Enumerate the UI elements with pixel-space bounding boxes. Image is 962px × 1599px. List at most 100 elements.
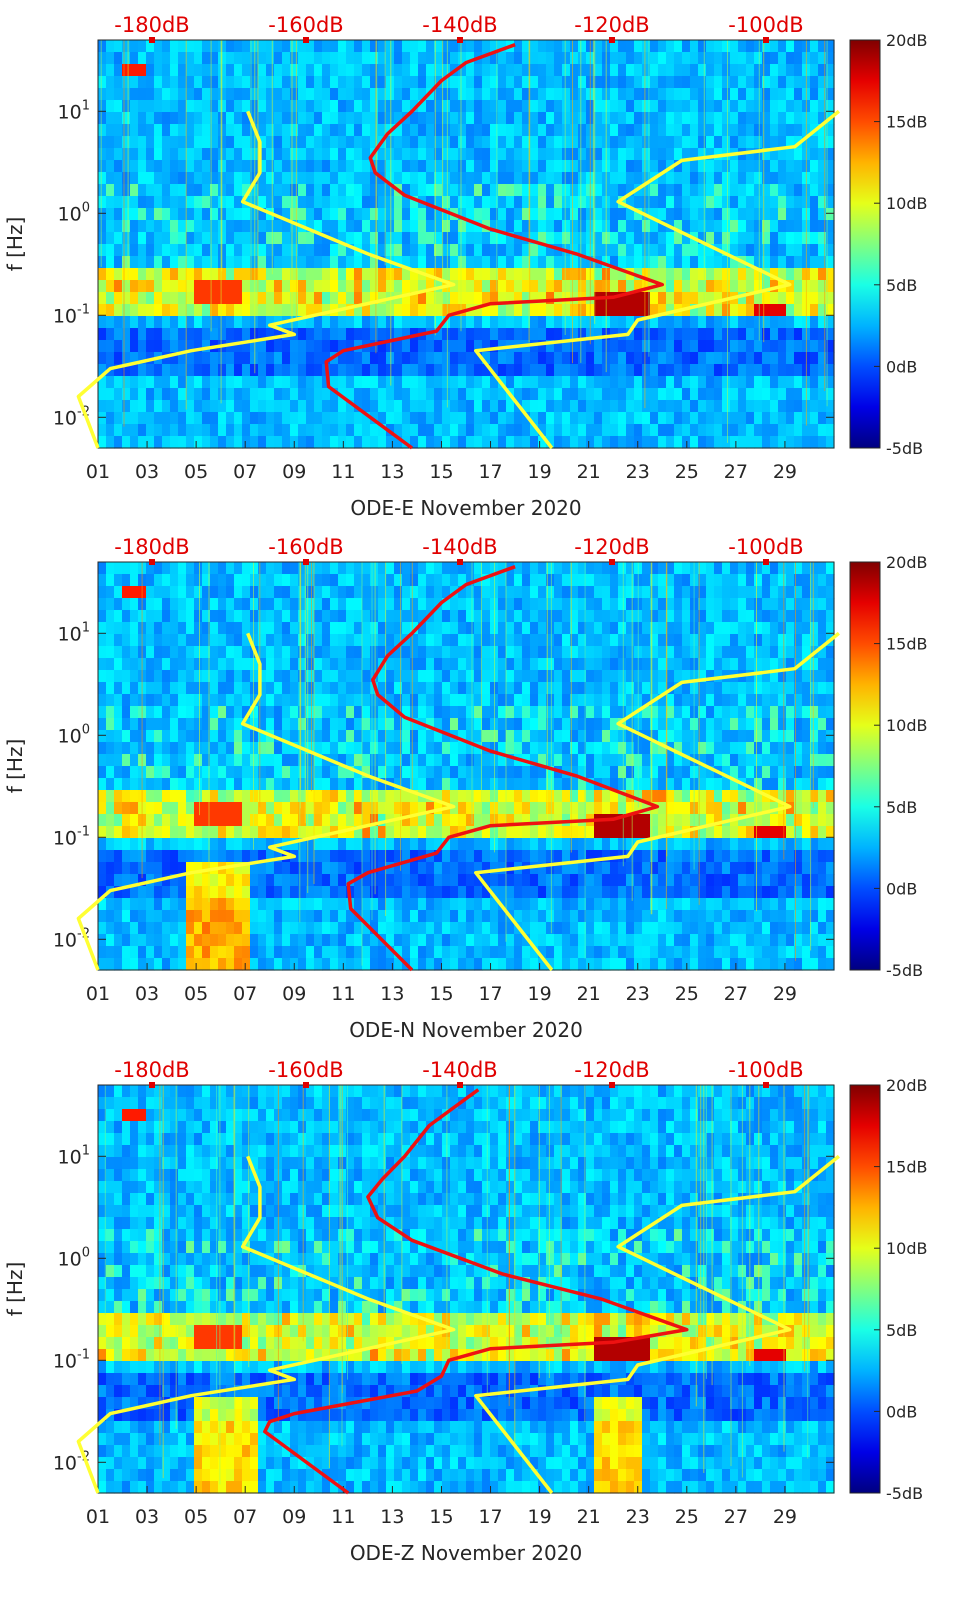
y-axis-label: f [Hz] (3, 217, 27, 272)
x-tick-label: 25 (675, 461, 699, 483)
x-tick-label: 13 (380, 461, 404, 483)
colorbar-tick-label: -5dB (886, 1484, 923, 1503)
colorbar-tick-label: 5dB (886, 798, 917, 817)
x-tick-label: 05 (184, 1506, 208, 1528)
top-axis-tick (303, 559, 309, 565)
x-tick-label: 11 (331, 1506, 355, 1528)
top-axis-label: -160dB (268, 13, 343, 37)
yellow-model-curve-2 (474, 631, 840, 972)
x-tick-label: 27 (724, 1506, 748, 1528)
y-tick-label: 10-1 (53, 1347, 90, 1372)
top-axis-tick (763, 559, 769, 565)
x-tick-label: 01 (86, 1506, 110, 1528)
x-tick-label: 13 (380, 983, 404, 1005)
top-axis-tick (149, 1082, 155, 1088)
x-tick-label: 05 (184, 983, 208, 1005)
y-tick-label: 101 (58, 1143, 90, 1168)
plot-frame (97, 561, 835, 971)
x-tick-label: 25 (675, 983, 699, 1005)
colorbar-tick-label: -5dB (886, 961, 923, 980)
top-axis-label: -160dB (268, 1058, 343, 1082)
x-axis-label: ODE-E November 2020 (350, 496, 581, 520)
colorbar (849, 561, 881, 971)
x-tick-label: 19 (528, 1506, 552, 1528)
top-axis-label: -160dB (268, 535, 343, 559)
colorbar-tick-label: -5dB (886, 439, 923, 458)
x-tick-label: 21 (577, 1506, 601, 1528)
x-tick-label: 01 (86, 461, 110, 483)
colorbar-tick-label: 5dB (886, 276, 917, 295)
y-tick-label: 101 (58, 620, 90, 645)
top-axis-tick (609, 1082, 615, 1088)
spectrogram-texture (98, 1085, 835, 1494)
colorbar-tick-label: 10dB (886, 1239, 928, 1258)
top-axis-label: -140dB (422, 13, 497, 37)
x-tick-label: 17 (478, 983, 502, 1005)
colorbar (849, 1084, 881, 1494)
top-axis-tick (609, 37, 615, 43)
yellow-model-curve-1 (76, 110, 456, 449)
y-tick-label: 101 (58, 98, 90, 123)
colorbar-tick-label: 15dB (886, 113, 928, 132)
x-tick-label: 15 (429, 1506, 453, 1528)
y-axis-label: f [Hz] (3, 1262, 27, 1317)
red-noise-curve (324, 43, 665, 450)
top-axis-tick (303, 1082, 309, 1088)
panel-ode-n: 01 03 05 07 09 11 13 15 17 19 21 23 25 27 2910-210-110… (3, 535, 928, 1042)
top-axis-label: -120dB (574, 1058, 649, 1082)
yellow-model-curve-1 (76, 632, 456, 971)
top-axis-tick (763, 37, 769, 43)
x-tick-label: 05 (184, 461, 208, 483)
colorbar-tick-label: 0dB (886, 1402, 917, 1421)
x-tick-label: 09 (282, 461, 306, 483)
top-axis-tick (149, 37, 155, 43)
colorbar (849, 39, 881, 449)
top-axis-label: -180dB (114, 1058, 189, 1082)
colorbar-tick-label: 10dB (886, 194, 928, 213)
top-axis-tick (457, 559, 463, 565)
x-tick-label: 03 (135, 461, 159, 483)
x-tick-label: 01 (86, 983, 110, 1005)
colorbar-tick-label: 20dB (886, 553, 928, 572)
yellow-model-curve-2 (474, 1154, 840, 1495)
x-tick-label: 23 (626, 983, 650, 1005)
y-tick-label: 100 (58, 1245, 90, 1270)
colorbar-tick-label: 5dB (886, 1321, 917, 1340)
x-tick-label: 23 (626, 1506, 650, 1528)
x-tick-label: 07 (233, 461, 257, 483)
x-tick-label: 09 (282, 983, 306, 1005)
x-tick-label: 19 (528, 983, 552, 1005)
x-tick-label: 23 (626, 461, 650, 483)
x-tick-label: 21 (577, 461, 601, 483)
top-axis-label: -140dB (422, 535, 497, 559)
x-tick-label: 15 (429, 983, 453, 1005)
x-tick-label: 03 (135, 1506, 159, 1528)
x-tick-label: 17 (478, 461, 502, 483)
yellow-model-curve-1 (76, 1155, 456, 1494)
y-tick-label: 100 (58, 722, 90, 747)
top-axis-label: -120dB (574, 13, 649, 37)
red-noise-curve (263, 1088, 689, 1495)
top-axis-label: -100dB (728, 13, 803, 37)
x-tick-label: 29 (773, 1506, 797, 1528)
yellow-model-curve-2 (474, 109, 840, 450)
x-axis-label: ODE-N November 2020 (349, 1018, 583, 1042)
y-tick-label: 10-1 (53, 302, 90, 327)
x-tick-label: 07 (233, 1506, 257, 1528)
panel-ode-e: 01 03 05 07 09 11 13 15 17 19 21 23 25 27 2910-210-110… (3, 13, 928, 520)
x-tick-label: 27 (724, 461, 748, 483)
x-tick-label: 29 (773, 983, 797, 1005)
colorbar-tick-label: 20dB (886, 31, 928, 50)
top-axis-label: -140dB (422, 1058, 497, 1082)
x-tick-label: 13 (380, 1506, 404, 1528)
x-tick-label: 11 (331, 461, 355, 483)
colorbar-tick-label: 10dB (886, 716, 928, 735)
plot-frame (97, 1084, 835, 1494)
x-tick-label: 29 (773, 461, 797, 483)
x-tick-label: 19 (528, 461, 552, 483)
y-axis-label: f [Hz] (3, 739, 27, 794)
top-axis-label: -100dB (728, 1058, 803, 1082)
spectrogram-texture (98, 562, 835, 971)
top-axis-label: -120dB (574, 535, 649, 559)
x-tick-label: 03 (135, 983, 159, 1005)
